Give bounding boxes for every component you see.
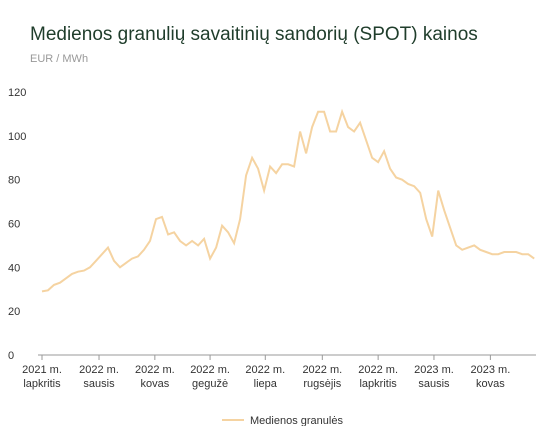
y-tick-label: 0: [8, 350, 14, 362]
x-tick-label: 2023 m. sausis: [414, 364, 454, 390]
x-tick-label-line: kovas: [476, 378, 505, 390]
x-tick-label-line: kovas: [140, 378, 169, 390]
x-tick-label-line: 2022 m.: [79, 364, 119, 376]
x-tick-label-line: 2022 m.: [245, 364, 285, 376]
x-tick-label: 2022 m. kovas: [135, 364, 175, 390]
y-tick-label: 80: [8, 175, 20, 187]
x-tick-label: 2021 m. lapkritis: [22, 364, 62, 390]
chart-title: Medienos granulių savaitinių sandorių (S…: [30, 24, 478, 45]
y-tick-label: 100: [8, 131, 26, 143]
x-tick-label-line: lapkritis: [23, 378, 61, 390]
x-tick-label-line: sausis: [83, 378, 115, 390]
x-tick-label: 2022 m. liepa: [245, 364, 285, 390]
x-tick-label: 2022 m. lapkritis: [358, 364, 398, 390]
y-tick-label: 120: [8, 87, 26, 99]
x-tick-label-line: sausis: [418, 378, 450, 390]
x-tick-label: 2022 m. sausis: [79, 364, 119, 390]
x-tick-label: 2022 m. gegužė: [190, 364, 230, 390]
y-tick-label: 40: [8, 262, 20, 274]
x-tick-label: 2023 m. kovas: [471, 364, 511, 390]
y-tick-label: 20: [8, 306, 20, 318]
x-tick-label-line: gegužė: [192, 378, 228, 390]
x-tick-label: 2022 m. rugsėjis: [302, 364, 342, 390]
x-tick-label-line: 2021 m.: [22, 364, 62, 376]
data-line: [41, 108, 535, 293]
x-tick-label-line: 2022 m.: [190, 364, 230, 376]
x-tick-label-line: liepa: [254, 378, 278, 390]
x-tick-label-line: lapkritis: [359, 378, 397, 390]
y-tick-label: 60: [8, 219, 20, 231]
x-tick-label-line: 2022 m.: [302, 364, 342, 376]
x-tick-label-line: 2023 m.: [471, 364, 511, 376]
x-tick-label-line: rugsėjis: [303, 378, 341, 390]
x-tick-label-line: 2022 m.: [358, 364, 398, 376]
chart-subtitle: EUR / MWh: [30, 53, 88, 65]
legend-label: Medienos granulės: [250, 415, 343, 426]
x-tick-label-line: 2022 m.: [135, 364, 175, 376]
x-tick-label-line: 2023 m.: [414, 364, 454, 376]
